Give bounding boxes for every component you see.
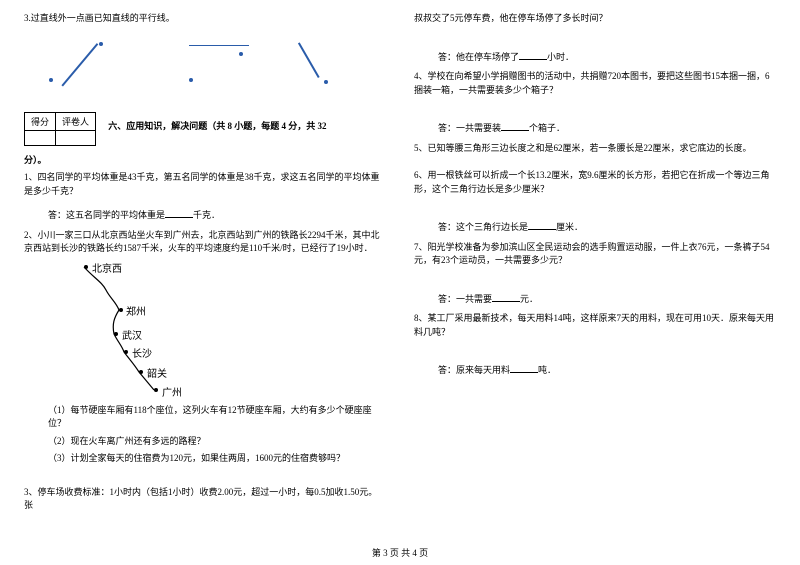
- answer-suffix: 小时．: [547, 52, 574, 62]
- question-5: 5、已知等腰三角形三边长度之和是62厘米，若一条腰长是22厘米，求它底边的长度。: [414, 142, 776, 156]
- question-2-sub3: （3）计划全家每天的住宿费为120元，如果住两周，1600元的住宿费够吗？: [48, 452, 386, 466]
- answer-blank[interactable]: [501, 121, 529, 131]
- geom-dot: [324, 80, 328, 84]
- answer-3: 答：他在停车场停了 小时．: [438, 50, 776, 65]
- rail-map: 北京西 郑州 武汉 长沙 韶关 广州: [54, 260, 234, 400]
- city-label: 武汉: [122, 327, 142, 342]
- section-title: 六、应用知识，解决问题（共 8 小题，每题 4 分，共 32: [108, 121, 326, 131]
- answer-1: 答：这五名同学的平均体重是 千克．: [48, 208, 386, 223]
- rail-path-icon: [54, 260, 234, 400]
- answer-blank[interactable]: [165, 208, 193, 218]
- question-3-parking: 3、停车场收费标准：1小时内（包括1小时）收费2.00元，超过一小时，每0.5加…: [24, 486, 386, 513]
- answer-prefix: 答：原来每天用料: [438, 365, 510, 375]
- geom-line: [189, 45, 249, 47]
- question-2: 2、小川一家三口从北京西站坐火车到广州去，北京西站到广州的铁路长2294千米，其…: [24, 229, 386, 256]
- score-label: 得分: [25, 112, 56, 130]
- geom-dot: [239, 52, 243, 56]
- city-dot: [119, 308, 123, 312]
- geom-line: [298, 42, 319, 77]
- answer-prefix: 答：一共需要: [438, 294, 492, 304]
- city-label: 长沙: [132, 345, 152, 360]
- answer-8: 答：原来每天用料 吨．: [438, 363, 776, 378]
- answer-prefix: 答：一共需要装: [438, 123, 501, 133]
- geom-dot: [49, 78, 53, 82]
- city-label: 广州: [162, 384, 182, 399]
- city-label: 郑州: [126, 303, 146, 318]
- answer-4: 答：一共需要装 个箱子．: [438, 121, 776, 136]
- question-2-sub1: （1）每节硬座车厢有118个座位，这列火车有12节硬座车厢，大约有多少个硬座座位…: [48, 404, 386, 431]
- answer-blank[interactable]: [519, 50, 547, 60]
- answer-suffix: 个箱子．: [529, 123, 565, 133]
- answer-suffix: 元．: [520, 294, 538, 304]
- question-1: 1、四名同学的平均体重是43千克，第五名同学的体重是38千克，求这五名同学的平均…: [24, 171, 386, 198]
- answer-prefix: 答：这个三角行边长是: [438, 222, 528, 232]
- city-dot: [114, 332, 118, 336]
- geometry-figure: [24, 30, 386, 100]
- city-dot: [84, 265, 88, 269]
- answer-blank[interactable]: [492, 292, 520, 302]
- answer-suffix: 千克．: [193, 210, 220, 220]
- geom-dot: [99, 42, 103, 46]
- city-dot: [139, 370, 143, 374]
- score-table: 得分 评卷人: [24, 112, 96, 146]
- section-header-row: 得分 评卷人 六、应用知识，解决问题（共 8 小题，每题 4 分，共 32: [24, 108, 386, 146]
- grader-label: 评卷人: [56, 112, 96, 130]
- city-dot: [154, 388, 158, 392]
- answer-6: 答：这个三角行边长是 厘米．: [438, 220, 776, 235]
- answer-prefix: 答：他在停车场停了: [438, 52, 519, 62]
- question-8: 8、某工厂采用最新技术，每天用料14吨，这样原来7天的用料，现在可用10天．原来…: [414, 312, 776, 339]
- answer-suffix: 吨．: [538, 365, 556, 375]
- answer-suffix: 厘米．: [556, 222, 583, 232]
- geom-line: [61, 43, 98, 86]
- answer-prefix: 答：这五名同学的平均体重是: [48, 210, 165, 220]
- question-3-parking-cont: 叔叔交了5元停车费，他在停车场停了多长时间？: [414, 12, 776, 26]
- section-title-cont: 分）。: [24, 154, 386, 168]
- answer-blank[interactable]: [510, 363, 538, 373]
- geom-dot: [189, 78, 193, 82]
- question-4: 4、学校在向希望小学捐赠图书的活动中，共捐赠720本图书，要把这些图书15本捆一…: [414, 70, 776, 97]
- question-6: 6、用一根铁丝可以折成一个长13.2厘米，宽9.6厘米的长方形，若把它在折成一个…: [414, 169, 776, 196]
- question-2-sub2: （2）现在火车离广州还有多远的路程？: [48, 435, 386, 449]
- city-dot: [124, 350, 128, 354]
- city-label: 韶关: [147, 365, 167, 380]
- answer-blank[interactable]: [528, 220, 556, 230]
- q3-geom-title: 3.过直线外一点画已知直线的平行线。: [24, 12, 386, 26]
- question-7: 7、阳光学校准备为参加滨山区全民运动会的选手购置运动服，一件上衣76元，一条裤子…: [414, 241, 776, 268]
- answer-7: 答：一共需要 元．: [438, 292, 776, 307]
- city-label: 北京西: [92, 260, 122, 275]
- page-footer: 第 3 页 共 4 页: [0, 546, 800, 559]
